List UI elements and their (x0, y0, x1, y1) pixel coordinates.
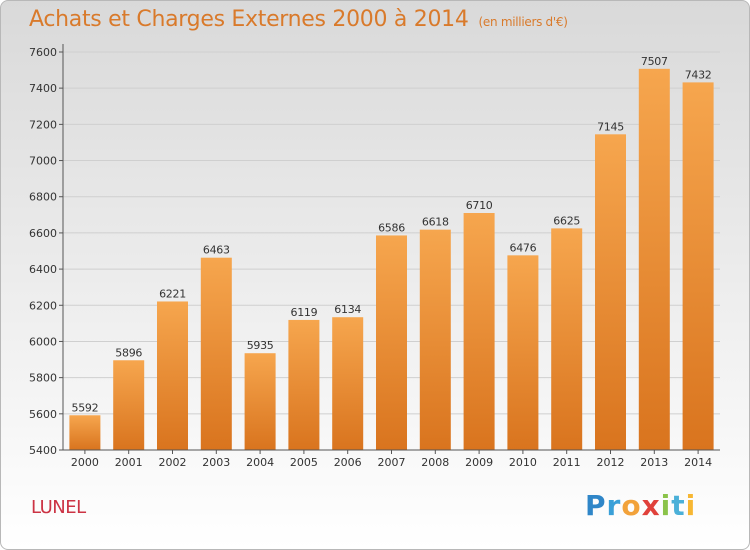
data-label-2011: 6625 (553, 214, 580, 227)
data-label-2002: 6221 (159, 287, 186, 300)
x-tick-label: 2014 (684, 456, 712, 469)
y-tick-label: 7600 (29, 46, 57, 59)
data-labels: 5592 5896 6221 6463 5935 6119 6134 6586 6618 6710… (72, 55, 712, 414)
y-tick-label: 7200 (29, 118, 57, 131)
x-tick-label: 2004 (246, 456, 274, 469)
chart-title-text: Achats et Charges Externes 2000 à 2014 (29, 7, 469, 32)
y-tick-label: 7400 (29, 82, 57, 95)
bar-2000 (69, 415, 101, 450)
bar-2006 (332, 317, 364, 450)
y-tick-label: 5400 (29, 444, 57, 457)
bars (69, 68, 714, 450)
y-tick-label: 6400 (29, 263, 57, 276)
x-tick-label: 2011 (553, 456, 581, 469)
x-tick-label: 2010 (509, 456, 537, 469)
bar-2012 (595, 134, 626, 450)
chart-subtitle: (en milliers d'€) (478, 15, 568, 29)
data-label-2006: 6134 (334, 303, 361, 316)
bar-2002 (157, 301, 188, 450)
bar-2011 (551, 228, 583, 450)
bar-2013 (638, 68, 670, 450)
y-tick-label: 5800 (29, 372, 57, 385)
x-tick-label: 2008 (421, 456, 449, 469)
x-tick-label: 2001 (115, 456, 143, 469)
x-tick-label: 2006 (334, 456, 362, 469)
bar-2009 (463, 213, 495, 450)
x-tick-label: 2005 (290, 456, 318, 469)
x-tick-label: 2000 (71, 456, 99, 469)
data-label-2003: 6463 (203, 244, 230, 257)
x-tick-label: 2013 (640, 456, 668, 469)
data-label-2009: 6710 (466, 199, 493, 212)
y-tick-label: 5600 (29, 408, 57, 421)
y-tick-label: 6200 (29, 299, 57, 312)
x-tick-label: 2002 (159, 456, 187, 469)
y-tick-label: 6000 (29, 335, 57, 348)
x-tick-label: 2007 (378, 456, 406, 469)
bar-2001 (113, 360, 145, 450)
bar-2014 (682, 82, 714, 450)
city-label: LUNEL (31, 497, 86, 518)
data-label-2014: 7432 (685, 68, 712, 81)
bar-2007 (376, 235, 407, 450)
bar-2010 (507, 255, 539, 450)
bar-2005 (288, 319, 320, 450)
data-label-2008: 6618 (422, 216, 449, 229)
data-label-2005: 6119 (291, 306, 318, 319)
axes: 5400 5600 5800 6000 6200 6400 6600 6800 7000 7200… (29, 44, 720, 469)
chart-title: Achats et Charges Externes 2000 à 2014 (e… (29, 7, 568, 32)
x-tick-label: 2009 (465, 456, 493, 469)
x-tick-label: 2012 (597, 456, 625, 469)
data-label-2007: 6586 (378, 221, 405, 234)
data-label-2012: 7145 (597, 120, 624, 133)
y-tick-label: 7000 (29, 155, 57, 168)
data-label-2004: 5935 (247, 339, 274, 352)
y-tick-label: 6800 (29, 191, 57, 204)
bar-2008 (419, 229, 451, 450)
data-label-2010: 6476 (510, 241, 537, 254)
data-label-2000: 5592 (72, 401, 99, 414)
data-label-2001: 5896 (115, 346, 142, 359)
bar-2004 (244, 353, 276, 450)
data-label-2013: 7507 (641, 55, 668, 68)
x-tick-label: 2003 (202, 456, 230, 469)
y-tick-label: 6600 (29, 227, 57, 240)
bar-2003 (200, 257, 232, 450)
proxiti-logo: Proxiti (585, 489, 697, 522)
